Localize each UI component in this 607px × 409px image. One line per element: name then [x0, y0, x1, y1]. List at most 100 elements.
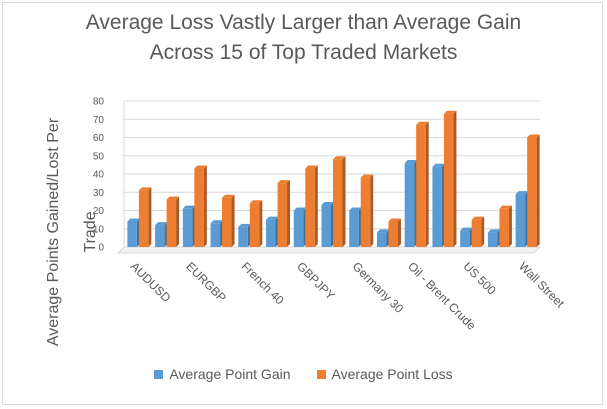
x-tick-label: Germany 30	[350, 259, 407, 316]
bar-gain	[182, 208, 193, 247]
legend-swatch-loss	[316, 369, 326, 379]
y-tick-label: 0	[98, 243, 104, 254]
bar-side	[481, 216, 485, 247]
bar-top	[182, 205, 196, 209]
bar-loss	[333, 159, 343, 247]
bar-side	[508, 205, 512, 247]
bar-loss	[416, 124, 426, 247]
bar-top	[432, 163, 445, 167]
bar-gain	[487, 232, 498, 247]
y-axis-title-line-1: Average Points Gained/Lost Per	[45, 117, 62, 346]
bar-top	[293, 207, 307, 211]
x-tick-label: AUDUSD	[128, 259, 174, 305]
bar-gain	[404, 163, 415, 247]
bar-side	[397, 218, 401, 247]
bar-top	[222, 194, 235, 198]
bar-top	[349, 207, 362, 211]
bar-loss	[138, 190, 149, 247]
bar-side	[342, 156, 346, 247]
y-axis-title-line-2: Trade	[82, 211, 99, 252]
x-tick-label: GBPJPY	[294, 259, 337, 302]
legend-swatch-gain	[154, 369, 164, 379]
bar-loss	[249, 203, 260, 247]
chart-title-line-2: Across 15 of Top Traded Markets	[149, 41, 458, 64]
bar-gain	[238, 226, 248, 247]
bar-gain	[432, 166, 442, 247]
chart-frame	[2, 2, 603, 405]
bar-gain	[376, 232, 387, 247]
bar-top	[210, 220, 224, 224]
bar-gain	[293, 210, 304, 247]
bar-top	[194, 165, 207, 169]
bar-gain	[210, 223, 221, 247]
x-tick-label: French 40	[239, 259, 287, 307]
bar-top	[527, 134, 540, 138]
bar-loss	[471, 219, 482, 247]
bar-top	[127, 218, 140, 222]
bar-gain	[349, 210, 359, 247]
bar-top	[321, 202, 334, 206]
bar-top	[360, 174, 374, 178]
bar-side	[148, 187, 152, 247]
chart-title: Average Loss Vastly Larger than Average …	[0, 8, 607, 68]
bar-loss	[443, 113, 454, 248]
chart-legend: Average Point Gain Average Point Loss	[0, 366, 607, 382]
bar-top	[416, 121, 429, 125]
x-tick-label: US 500	[461, 259, 499, 297]
y-tick-label: 80	[93, 97, 105, 108]
legend-item-loss: Average Point Loss	[316, 366, 453, 382]
bar-top	[487, 229, 501, 233]
bar-loss	[360, 177, 371, 247]
bar-loss	[222, 197, 232, 247]
bar-gain	[460, 230, 470, 247]
bar-top	[388, 218, 401, 222]
legend-item-gain: Average Point Gain	[154, 366, 291, 382]
bar-top	[249, 200, 263, 204]
bar-top	[305, 165, 318, 169]
y-tick-label: 10	[93, 224, 105, 235]
bar-loss	[277, 183, 288, 247]
bar-top	[376, 229, 390, 233]
bar-gain	[127, 221, 137, 247]
bar-top	[443, 110, 457, 114]
y-tick-label: 60	[93, 133, 105, 144]
bar-gain	[266, 219, 276, 247]
bar-top	[460, 227, 473, 231]
bar-loss	[305, 168, 315, 247]
x-tick-label: Wall Street	[516, 259, 568, 311]
bar-side	[176, 196, 180, 247]
chart-title-line-1: Average Loss Vastly Larger than Average …	[85, 11, 522, 34]
bar-side	[287, 180, 291, 247]
bar-top	[277, 180, 291, 184]
bar-loss	[166, 199, 177, 247]
bar-top	[499, 205, 512, 209]
bar-top	[515, 191, 529, 195]
bar-top	[238, 223, 251, 227]
chart-floor	[116, 246, 542, 254]
bar-loss	[388, 221, 398, 247]
bar-top	[266, 216, 279, 220]
bar-top	[138, 187, 152, 191]
bar-top	[471, 216, 485, 220]
bar-gain	[321, 205, 331, 247]
bar-top	[166, 196, 180, 200]
y-tick-label: 30	[93, 188, 105, 199]
bar-top	[404, 160, 418, 164]
bar-side	[203, 165, 207, 247]
bar-loss	[499, 208, 509, 247]
x-tick-label: EURGBP	[183, 259, 229, 305]
bar-side	[453, 110, 457, 248]
bar-gain	[515, 194, 526, 247]
bar-gain	[155, 225, 165, 247]
bar-side	[231, 194, 235, 247]
bar-top	[155, 222, 168, 226]
bar-side	[536, 134, 540, 247]
y-tick-label: 40	[93, 170, 105, 181]
bar-side	[425, 121, 429, 247]
bar-side	[370, 174, 374, 247]
legend-label-gain: Average Point Gain	[169, 366, 291, 382]
bar-loss	[527, 137, 537, 247]
y-tick-label: 70	[93, 115, 105, 126]
y-tick-label: 50	[93, 151, 105, 162]
